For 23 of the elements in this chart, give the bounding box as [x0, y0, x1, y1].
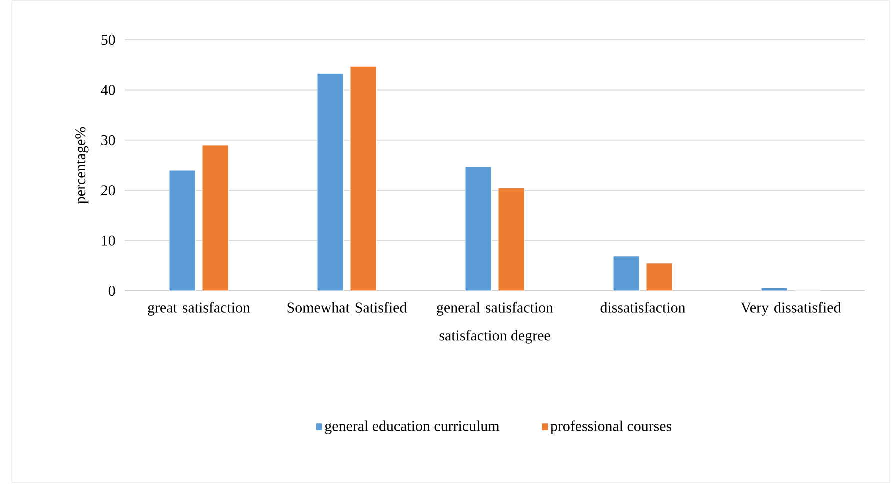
y-tick-label: 0 — [108, 286, 116, 296]
bar — [202, 145, 229, 291]
legend-label: general education curriculum — [325, 420, 500, 434]
y-tick-label: 50 — [102, 34, 116, 46]
y-tick-label: 20 — [102, 186, 116, 196]
legend-label: professional courses — [550, 420, 672, 434]
bar — [498, 188, 525, 291]
x-axis-title: satisfaction degree — [440, 330, 550, 344]
y-axis-title: percentage% — [76, 127, 89, 204]
bar — [317, 73, 344, 291]
y-tick-label: 30 — [102, 135, 116, 146]
bar — [169, 170, 196, 291]
bar — [613, 256, 640, 291]
x-tick-label: general satisfaction — [437, 302, 554, 316]
bar — [465, 166, 492, 291]
x-tick-label: dissatisfaction — [600, 302, 686, 313]
y-tick-label: 40 — [101, 85, 116, 96]
y-tick-label: 10 — [102, 236, 116, 246]
x-tick-label: Somewhat Satisfied — [288, 302, 408, 313]
bar — [646, 263, 673, 291]
bar — [350, 66, 377, 291]
x-tick-label: Very dissatisfied — [740, 302, 842, 316]
x-tick-label: great satisfaction — [148, 302, 250, 316]
